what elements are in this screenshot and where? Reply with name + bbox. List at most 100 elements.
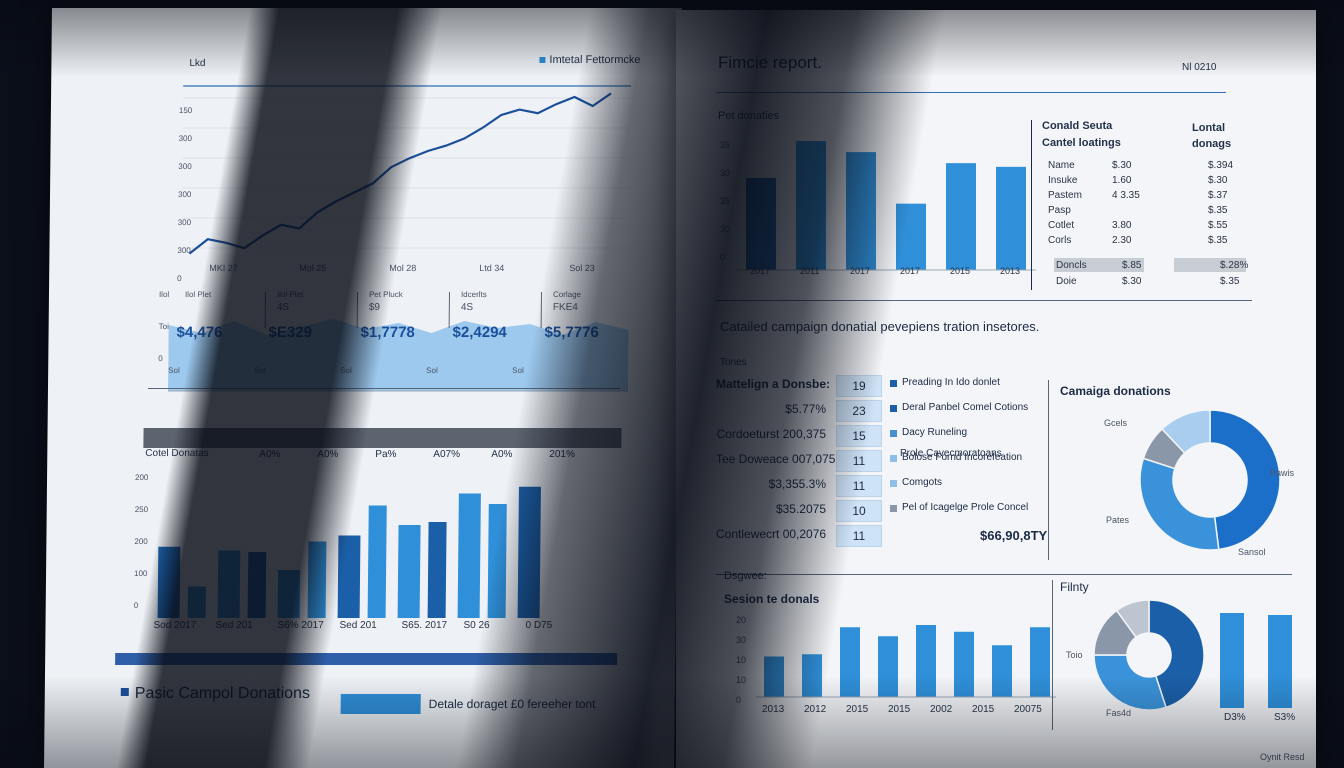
right-bar-y-tick: 0 bbox=[720, 252, 726, 262]
list-row-swatch bbox=[890, 505, 897, 512]
kpi-x-tick: Sol bbox=[512, 366, 524, 375]
table-row-name: Pastem bbox=[1048, 190, 1082, 201]
bar-x-tick: Sod 2017 bbox=[153, 620, 197, 631]
kpi-x-tick: Sol bbox=[340, 366, 352, 375]
bar2-title: Sesion te donals bbox=[724, 592, 820, 606]
donut1-chart bbox=[1139, 409, 1281, 551]
side-bar bbox=[1268, 615, 1292, 708]
bar2-y-tick: 0 bbox=[736, 695, 742, 705]
right-bar bbox=[946, 163, 976, 270]
bar-y-tick: 200 bbox=[135, 473, 149, 482]
left-bar bbox=[337, 535, 361, 618]
kpi-value: $2,4294 bbox=[452, 324, 507, 341]
footer-swatch bbox=[340, 694, 421, 714]
table-row-v1: 4 3.35 bbox=[1112, 190, 1140, 201]
side-bar-chart bbox=[1220, 613, 1292, 708]
left-bar bbox=[397, 525, 421, 618]
left-bar bbox=[307, 541, 327, 618]
donut2-title: Filnty bbox=[1060, 580, 1089, 594]
table-head1: Conald Seuta bbox=[1042, 120, 1113, 132]
bar-chart-header-bar bbox=[143, 428, 622, 448]
left-bar bbox=[157, 546, 181, 618]
bar-header-col: A0% bbox=[317, 449, 339, 460]
bar2-chart bbox=[756, 625, 1056, 698]
table-row-v2: $.30 bbox=[1208, 175, 1228, 186]
section-title: Catailed campaign donatial pevepiens tra… bbox=[720, 319, 1040, 334]
right-bar-x-tick: 2017 bbox=[850, 266, 871, 276]
donut1-title: Camaiga donations bbox=[1060, 384, 1171, 398]
bar2-x-tick: 20075 bbox=[1014, 704, 1042, 715]
footer-button[interactable]: Detale doraget £0 fereeher tont bbox=[428, 697, 596, 711]
donut1-label-1: Pawis bbox=[1270, 468, 1295, 478]
left-bar bbox=[517, 486, 541, 618]
bar2-bar bbox=[764, 656, 784, 697]
bar-y-tick: 200 bbox=[134, 537, 148, 546]
line-y-tick: 300 bbox=[177, 190, 192, 199]
footer-square-icon bbox=[120, 688, 129, 696]
kpi-label: Idcerlts bbox=[460, 290, 487, 299]
watermark: Oynit Resd bbox=[1260, 752, 1305, 762]
bar2-bar bbox=[954, 631, 974, 697]
bar-y-tick: 250 bbox=[134, 505, 149, 514]
line-x-tick: Ltd 34 bbox=[479, 263, 505, 273]
report-title: Fimcie report. bbox=[718, 53, 822, 72]
list-row-label: $5.77% bbox=[785, 402, 826, 416]
bar2-y-tick: 30 bbox=[736, 635, 747, 645]
last-row-v2: $.35 bbox=[1220, 276, 1240, 287]
list-divider bbox=[1048, 380, 1049, 560]
donut2-chart bbox=[1093, 599, 1205, 711]
right-bar-chart bbox=[736, 141, 1036, 271]
bar-x-tick: Sed 201 bbox=[215, 620, 253, 631]
bar2-x-tick: 2012 bbox=[804, 704, 827, 715]
table-row-name: Cotlet bbox=[1048, 220, 1075, 231]
right-bar-x-tick: 2015 bbox=[950, 266, 971, 276]
right-bar-x-tick: 2011 bbox=[800, 266, 820, 276]
list-row-swatch bbox=[890, 405, 897, 412]
bar2-x-tick: 2015 bbox=[972, 704, 995, 715]
bar-x-tick: Sed 201 bbox=[339, 620, 377, 631]
list-total: $66,90,8TY bbox=[980, 528, 1048, 543]
left-bar bbox=[367, 505, 387, 618]
list-row-label: $35.2075 bbox=[775, 502, 826, 516]
donut1-slice bbox=[1139, 457, 1220, 551]
kpi-bottom-rule bbox=[147, 388, 620, 389]
bar2-bar bbox=[1030, 627, 1050, 697]
list-row-value: 11 bbox=[836, 450, 882, 472]
bar2-y-tick: 20 bbox=[736, 615, 747, 625]
right-bar bbox=[746, 177, 776, 270]
bar2-x-tick: 2002 bbox=[930, 704, 953, 715]
list-row-value: 23 bbox=[836, 400, 882, 422]
section-rule bbox=[716, 300, 1252, 301]
line-y-tick: 300 bbox=[178, 134, 193, 143]
right-bar bbox=[996, 166, 1026, 270]
table-row-v1: 3.80 bbox=[1112, 220, 1132, 231]
bar2-bar bbox=[992, 645, 1012, 697]
kpi-value: $1,7778 bbox=[360, 324, 415, 341]
kpi-label: Corlage bbox=[552, 290, 582, 299]
right-bar bbox=[896, 203, 926, 270]
line-y-tick: 0 bbox=[177, 274, 182, 283]
bar-header-col: Pa% bbox=[375, 449, 397, 460]
kpi-y-tick: Toi bbox=[158, 322, 169, 331]
list-row-value: 11 bbox=[836, 525, 882, 547]
donut1-label-0: Gcels bbox=[1104, 418, 1128, 428]
table-row-name: Insuke bbox=[1048, 175, 1078, 186]
left-bar-chart bbox=[157, 486, 541, 618]
bar-y-tick: 100 bbox=[134, 569, 148, 578]
right-bar-x-tick: 2017 bbox=[900, 266, 921, 276]
list-row-value: 11 bbox=[836, 475, 882, 497]
bottom-rule bbox=[716, 574, 1292, 575]
right-bar bbox=[846, 152, 876, 270]
list-row-value: 15 bbox=[836, 425, 882, 447]
side-bar bbox=[1220, 613, 1244, 708]
bar2-top-label: Dsgwee: bbox=[724, 570, 767, 582]
kpi-y-tick: Ilol bbox=[158, 290, 170, 299]
kpi-y-tick: 0 bbox=[158, 354, 163, 363]
right-bar bbox=[796, 141, 826, 270]
list-row-value: 19 bbox=[836, 375, 882, 397]
right-bar-x-tick: 2013 bbox=[1000, 266, 1021, 276]
right-bar-y-tick: 30 bbox=[720, 224, 731, 234]
line-chart-corner-label: Lkd bbox=[189, 58, 206, 69]
bar2-y-tick: 10 bbox=[736, 675, 747, 685]
total-row-v1: $.85 bbox=[1122, 260, 1142, 271]
